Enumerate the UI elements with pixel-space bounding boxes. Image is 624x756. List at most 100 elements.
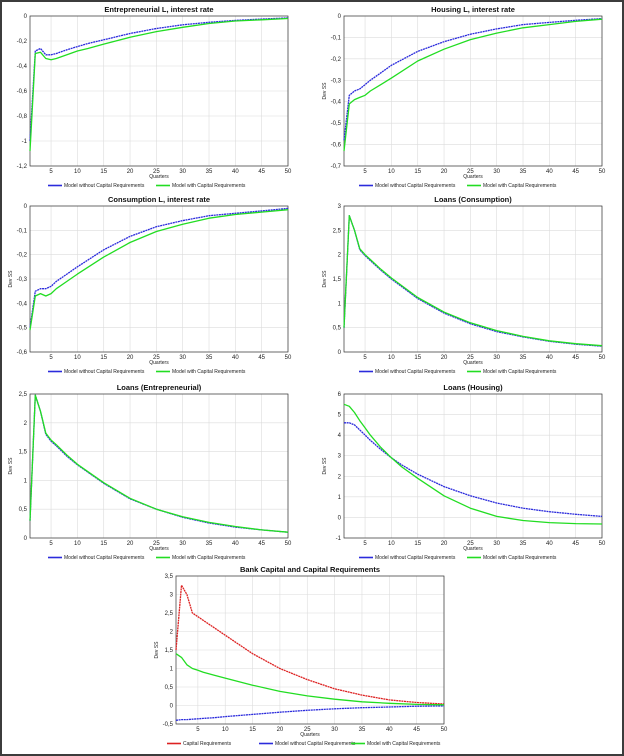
chart-svg: Entrepreneurial L, interest rate -1,2 -1 -0… (17, 5, 292, 189)
chart-svg: Consumption L, interest rate -0,6 -0,5 -0,4… (8, 195, 292, 375)
y-tick-label: 1 (338, 301, 342, 307)
x-tick-label: 20 (441, 541, 448, 547)
y-tick-label: -0,6 (17, 350, 28, 356)
axes-frame (29, 393, 289, 539)
x-tick-label: 45 (572, 355, 579, 361)
x-tick-label: 5 (196, 727, 200, 733)
y-axis-label: Dev SS (8, 270, 14, 288)
x-tick-label: 35 (359, 727, 366, 733)
x-tick-label: 30 (493, 541, 500, 547)
x-tick-label: 50 (285, 169, 292, 175)
y-tick-label: -0,2 (17, 253, 28, 259)
y-tick-label: 0 (24, 536, 28, 542)
x-tick-label: 5 (49, 355, 53, 361)
x-tick-label: 25 (467, 355, 474, 361)
y-tick-label: -0,5 (163, 722, 174, 728)
y-tick-label: 2 (338, 253, 342, 259)
series-line-model-with-capital-requirements (343, 215, 603, 347)
x-tick-label: 20 (441, 355, 448, 361)
legend-entry: Model without Capital Requirements (64, 555, 145, 561)
x-tick-label: 15 (100, 541, 107, 547)
series-line-model-without-capital-requirements (175, 705, 445, 721)
y-tick-label: 2,5 (165, 611, 174, 617)
y-tick-label: -1 (22, 139, 28, 145)
legend-entry: Model without Capital Requirements (64, 183, 145, 189)
y-tick-label: 2,5 (19, 392, 28, 398)
x-tick-label: 50 (441, 727, 448, 733)
y-tick-label: 2 (24, 421, 28, 427)
x-axis-label: Quarters (149, 174, 169, 180)
x-tick-label: 50 (599, 169, 606, 175)
series-line-model-with-capital-requirements (29, 394, 289, 533)
y-tick-label: 2,5 (333, 228, 342, 234)
x-tick-label: 25 (153, 541, 160, 547)
y-tick-label: 3 (338, 454, 342, 460)
legend-entry: Model with Capital Requirements (172, 555, 246, 561)
x-axis-label: Quarters (463, 360, 483, 366)
y-tick-label: -0,3 (17, 277, 28, 283)
x-tick-label: 5 (363, 541, 367, 547)
x-tick-label: 35 (206, 355, 213, 361)
legend-entry: Model with Capital Requirements (172, 369, 246, 375)
legend-entry: Model with Capital Requirements (367, 741, 441, 747)
y-tick-label: -0,6 (17, 89, 28, 95)
x-tick-label: 5 (49, 169, 53, 175)
y-tick-label: 1 (338, 495, 342, 501)
y-tick-label: 2 (338, 474, 342, 480)
legend-entry: Model without Capital Requirements (375, 555, 456, 561)
axes-frame (343, 205, 603, 353)
x-tick-label: 15 (414, 169, 421, 175)
y-axis-label: Dev SS (322, 82, 328, 100)
chart-loans-consumption: Loans (Consumption) 0 0,5 1 1,5 2 2,5 3 5 10 15 20 2… (312, 194, 618, 380)
x-tick-label: 15 (100, 355, 107, 361)
x-tick-label: 45 (258, 355, 265, 361)
y-tick-label: -0,3 (331, 78, 342, 84)
x-tick-label: 40 (386, 727, 393, 733)
series-line-model-with-capital-requirements (29, 17, 289, 152)
y-tick-label: 0 (338, 515, 342, 521)
y-tick-label: -0,4 (17, 64, 28, 70)
x-tick-label: 30 (493, 355, 500, 361)
chart-loans-entrepreneurial: Loans (Entrepreneurial) 0 0,5 1 1,5 2 2,5 5 10 15… (2, 382, 306, 566)
chart-title: Loans (Consumption) (434, 195, 512, 204)
y-tick-label: -0,5 (17, 326, 28, 332)
y-tick-label: 5 (338, 413, 342, 419)
chart-svg: Housing L, interest rate -0,7 -0,6 -0,5 -0,4… (322, 5, 606, 189)
plot-area (344, 394, 602, 538)
y-axis-label: Dev SS (154, 641, 160, 659)
x-tick-label: 15 (249, 727, 256, 733)
y-tick-label: 2 (170, 630, 174, 636)
x-tick-label: 45 (572, 541, 579, 547)
chart-svg: Loans (Entrepreneurial) 0 0,5 1 1,5 2 2,5 5 10 15… (8, 383, 292, 561)
y-tick-label: 0 (24, 14, 28, 20)
y-tick-label: 1,5 (19, 450, 28, 456)
x-tick-label: 15 (414, 355, 421, 361)
x-tick-label: 45 (572, 169, 579, 175)
x-tick-label: 20 (127, 169, 134, 175)
legend-entry: Model without Capital Requirements (375, 369, 456, 375)
series-line-model-without-capital-requirements (29, 17, 289, 142)
y-tick-label: -0,2 (17, 39, 28, 45)
y-tick-label: -0,1 (331, 35, 342, 41)
axes-frame (343, 393, 603, 539)
x-tick-label: 40 (232, 541, 239, 547)
y-tick-label: -0,6 (331, 143, 342, 149)
series-line-model-with-capital-requirements (343, 403, 603, 525)
legend-entry: Model without Capital Requirements (64, 369, 145, 375)
x-tick-label: 45 (258, 541, 265, 547)
y-tick-label: 0,5 (165, 685, 174, 691)
chart-loans-housing: Loans (Housing) -1 0 1 2 3 4 5 6 5 10 15 20 25 30 35 40 4… (312, 382, 618, 566)
x-tick-label: 25 (153, 169, 160, 175)
x-tick-label: 10 (388, 541, 395, 547)
x-tick-label: 30 (179, 355, 186, 361)
y-tick-label: 0,5 (333, 326, 342, 332)
x-tick-label: 20 (441, 169, 448, 175)
x-tick-label: 50 (285, 355, 292, 361)
y-tick-label: 0,5 (19, 507, 28, 513)
y-tick-label: -0,5 (331, 121, 342, 127)
x-tick-label: 15 (100, 169, 107, 175)
plot-area (30, 394, 288, 538)
x-tick-label: 25 (153, 355, 160, 361)
